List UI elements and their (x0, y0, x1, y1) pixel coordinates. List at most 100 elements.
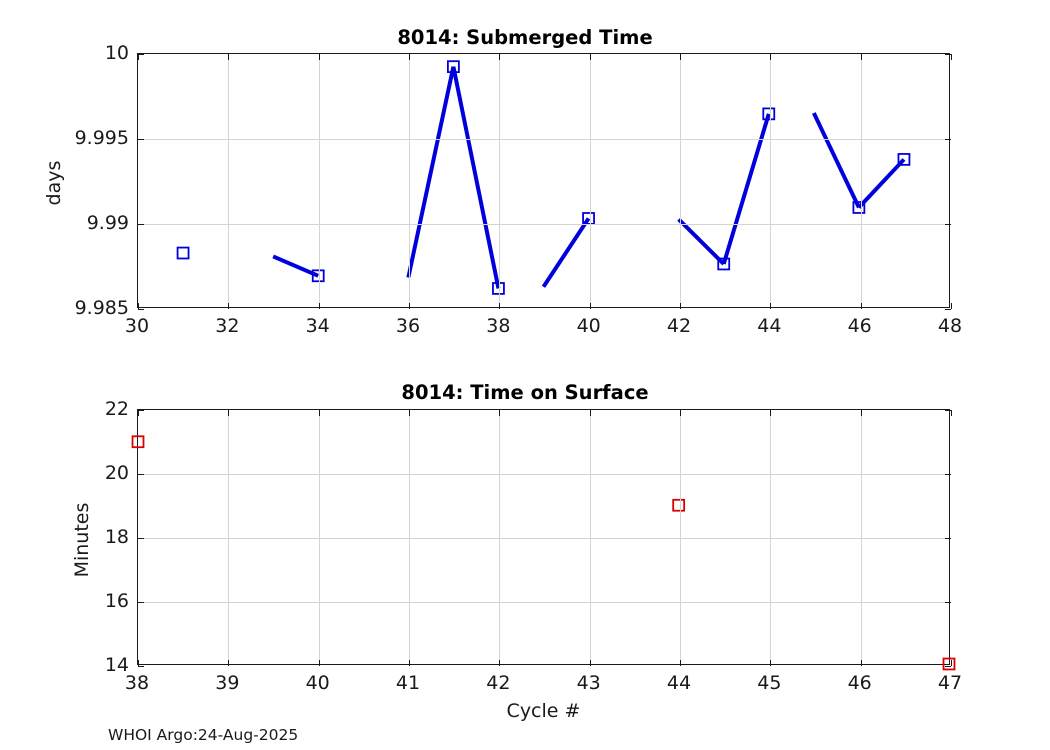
tick-mark-y (945, 224, 951, 225)
data-point-marker (311, 269, 325, 283)
gridline-vertical (860, 410, 862, 664)
data-point-marker (717, 257, 731, 271)
tick-mark-x (318, 660, 320, 666)
data-line-segment (406, 66, 456, 278)
tick-label-x: 40 (576, 315, 601, 337)
data-point-marker (176, 246, 190, 260)
tick-label-x: 39 (215, 672, 240, 694)
tick-mark-x (138, 54, 139, 60)
data-point-marker (131, 435, 145, 449)
plot-area-time-on-surface (131, 435, 956, 671)
tick-label-y: 9.99 (86, 212, 129, 234)
tick-mark-x (138, 660, 139, 666)
tick-label-x: 42 (666, 315, 692, 337)
gridline-vertical (589, 54, 591, 307)
tick-label-y: 22 (104, 398, 129, 420)
data-point-marker (582, 212, 595, 225)
chart-title-submerged-time: 8014: Submerged Time (397, 26, 653, 49)
gridline-vertical (318, 54, 320, 307)
tick-mark-y (138, 538, 144, 539)
tick-mark-x (589, 660, 591, 666)
tick-label-x: 42 (486, 672, 511, 694)
tick-mark-y (945, 602, 951, 603)
tick-label-x: 44 (757, 315, 782, 337)
tick-mark-y (138, 474, 144, 475)
gridline-vertical (680, 54, 681, 307)
tick-mark-x (860, 54, 862, 60)
tick-mark-x (589, 303, 591, 309)
tick-mark-x (318, 54, 320, 60)
tick-label-x: 38 (486, 315, 511, 337)
axes-submerged-time (137, 53, 952, 310)
tick-mark-x (409, 410, 410, 416)
tick-mark-x (228, 303, 230, 309)
tick-mark-x (228, 660, 230, 666)
tick-mark-x (951, 54, 952, 60)
xlabel-cycle: Cycle # (506, 700, 581, 722)
tick-mark-x (770, 303, 772, 309)
tick-mark-x (499, 54, 501, 60)
tick-mark-y (945, 309, 951, 310)
gridline-vertical (409, 54, 410, 307)
tick-mark-x (499, 303, 501, 309)
tick-mark-x (770, 410, 772, 416)
tick-mark-x (860, 660, 862, 666)
tick-mark-y (138, 602, 144, 603)
data-point-marker (852, 201, 866, 214)
gridline-horizontal (138, 139, 949, 140)
tick-mark-y (945, 54, 951, 55)
tick-label-x: 40 (305, 672, 330, 694)
tick-mark-x (770, 54, 772, 60)
tick-label-x: 36 (395, 315, 421, 337)
tick-mark-x (409, 303, 410, 309)
tick-mark-x (589, 410, 591, 416)
gridline-vertical (228, 410, 230, 664)
gridline-vertical (499, 54, 501, 307)
footer-credit: WHOI Argo:24-Aug-2025 (108, 726, 299, 744)
tick-mark-y (138, 139, 144, 140)
data-line-segment (857, 158, 906, 209)
tick-mark-x (138, 303, 139, 309)
tick-mark-x (860, 410, 862, 416)
tick-label-x: 47 (937, 672, 963, 694)
tick-mark-y (138, 666, 144, 667)
data-point-marker (762, 107, 776, 121)
tick-mark-y (945, 538, 951, 539)
tick-mark-x (951, 660, 952, 666)
tick-mark-y (138, 309, 144, 310)
tick-label-x: 46 (847, 672, 872, 694)
gridline-vertical (589, 410, 591, 664)
gridline-vertical (860, 54, 862, 307)
axes-time-on-surface (131, 409, 956, 671)
tick-mark-x (228, 410, 230, 416)
tick-mark-x (318, 303, 320, 309)
data-point-marker (942, 657, 956, 671)
tick-mark-y (138, 410, 144, 411)
tick-label-x: 43 (576, 672, 601, 694)
data-line-segment (721, 113, 771, 265)
gridline-vertical (409, 410, 410, 664)
tick-mark-x (951, 410, 952, 416)
chart-title-time-on-surface: 8014: Time on Surface (401, 381, 649, 404)
data-point-marker (447, 60, 460, 73)
tick-label-y: 20 (104, 462, 129, 484)
data-line-segment (812, 112, 861, 209)
tick-label-x: 41 (395, 672, 421, 694)
plot-area-submerged-time (176, 60, 911, 295)
data-line-segment (677, 217, 726, 266)
tick-mark-y (945, 139, 951, 140)
data-line-segment (541, 217, 591, 288)
data-point-marker (672, 498, 686, 512)
tick-mark-x (589, 54, 591, 60)
tick-mark-x (680, 303, 681, 309)
tick-mark-y (945, 474, 951, 475)
tick-label-y: 9.995 (74, 127, 129, 149)
data-line-segment (272, 254, 320, 278)
tick-mark-x (409, 54, 410, 60)
tick-mark-y (945, 666, 951, 667)
tick-label-x: 46 (847, 315, 872, 337)
ylabel-days: days (43, 160, 65, 206)
tick-label-x: 32 (215, 315, 240, 337)
tick-mark-x (318, 410, 320, 416)
tick-mark-x (499, 660, 501, 666)
